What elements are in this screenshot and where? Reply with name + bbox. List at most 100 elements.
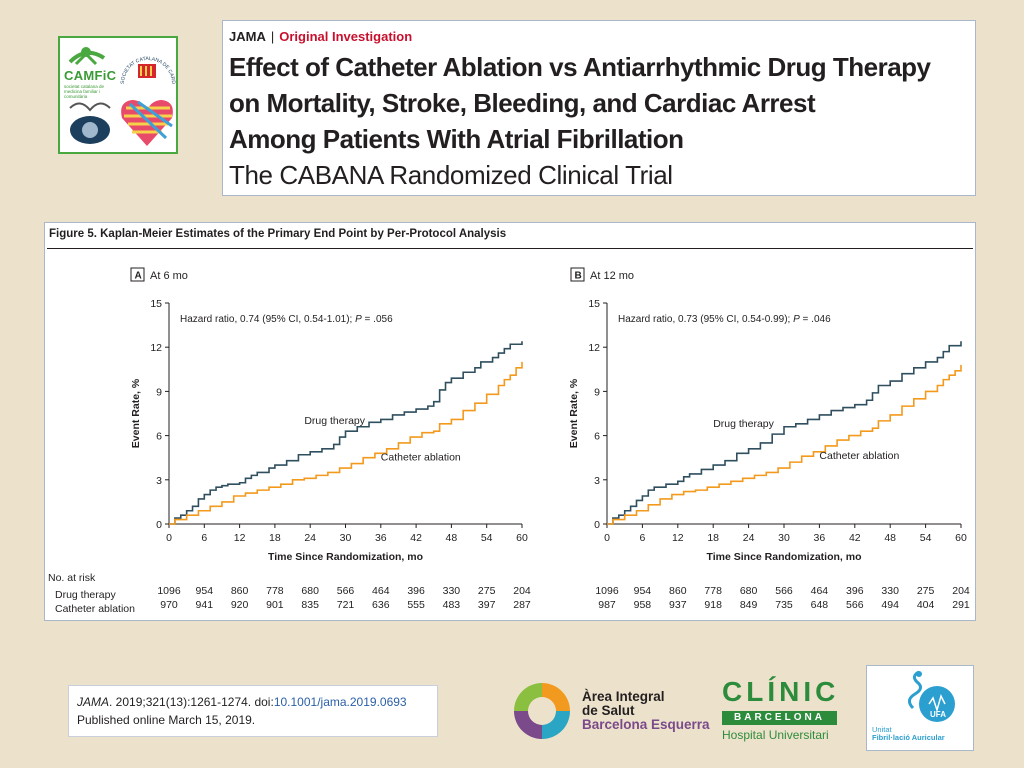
article-subtitle: The CABANA Randomized Clinical Trial xyxy=(229,160,673,190)
risk-value-ablation: 566 xyxy=(846,599,864,611)
x-tick-label: 42 xyxy=(849,532,861,544)
x-tick-label: 48 xyxy=(446,532,458,544)
risk-value-ablation: 958 xyxy=(634,599,652,611)
risk-value-drug: 464 xyxy=(372,585,390,597)
journal-name: JAMA xyxy=(229,29,266,44)
camfic-subtitle: societat catalana de medicina familiar i… xyxy=(64,84,105,99)
y-tick-label: 9 xyxy=(156,386,162,398)
x-tick-label: 60 xyxy=(955,532,967,544)
catheter-ablation-curve xyxy=(169,361,523,525)
risk-value-drug: 204 xyxy=(513,585,531,597)
risk-value-drug: 860 xyxy=(231,585,249,597)
camfic-logo: CAMFiC societat catalana de medicina fam… xyxy=(58,36,178,154)
figure-caption-rule xyxy=(47,248,973,249)
citation-published: Published online March 15, 2019. xyxy=(77,713,256,727)
risk-value-ablation: 901 xyxy=(266,599,284,611)
x-tick-label: 30 xyxy=(340,532,352,544)
risk-value-ablation: 920 xyxy=(231,599,249,611)
risk-value-drug: 204 xyxy=(952,585,970,597)
risk-table-header: No. at risk xyxy=(48,572,96,584)
journal-line: JAMA | Original Investigation xyxy=(229,29,975,45)
risk-row-label-drug: Drug therapy xyxy=(55,589,116,601)
risk-value-drug: 778 xyxy=(704,585,722,597)
camfic-name: CAMFiC xyxy=(64,68,117,83)
risk-value-ablation: 494 xyxy=(881,599,899,611)
x-axis-label: Time Since Randomization, mo xyxy=(707,551,862,563)
area-line: Barcelona Esquerra xyxy=(582,717,710,732)
risk-value-drug: 330 xyxy=(443,585,461,597)
citation-journal: JAMA xyxy=(77,695,110,709)
x-tick-label: 0 xyxy=(604,532,610,544)
x-tick-label: 0 xyxy=(166,532,172,544)
risk-value-drug: 1096 xyxy=(157,585,181,597)
journal-separator: | xyxy=(270,29,275,44)
drug-therapy-curve xyxy=(607,341,962,525)
risk-value-drug: 566 xyxy=(775,585,793,597)
x-tick-label: 36 xyxy=(814,532,826,544)
area-integral-text: Àrea Integral de Salut Barcelona Esquerr… xyxy=(582,690,710,732)
risk-value-ablation: 648 xyxy=(811,599,829,611)
y-tick-label: 6 xyxy=(156,431,162,443)
article-title-line: Among Patients With Atrial Fibrillation xyxy=(229,124,684,154)
risk-value-drug: 860 xyxy=(669,585,687,597)
x-tick-label: 24 xyxy=(743,532,755,544)
camfic-logo-left: CAMFiC societat catalana de medicina fam… xyxy=(60,38,118,152)
risk-value-drug: 275 xyxy=(478,585,496,597)
risk-value-ablation: 483 xyxy=(443,599,461,611)
series-label-ablation: Catheter ablation xyxy=(819,450,899,462)
risk-value-drug: 778 xyxy=(266,585,284,597)
camfic-tree-stethoscope-icon xyxy=(68,47,111,144)
panel-letter: A xyxy=(135,271,142,282)
risk-value-drug: 954 xyxy=(634,585,652,597)
risk-value-ablation: 849 xyxy=(740,599,758,611)
x-tick-label: 18 xyxy=(269,532,281,544)
figure-caption: Figure 5. Kaplan-Meier Estimates of the … xyxy=(49,228,507,240)
series-label-ablation: Catheter ablation xyxy=(381,452,461,464)
citation-line: JAMA. 2019;321(13):1261-1274. doi:10.100… xyxy=(77,693,437,711)
hazard-ratio-text: Hazard ratio, 0.74 (95% CI, 0.54-1.01); … xyxy=(180,314,393,325)
x-tick-label: 18 xyxy=(707,532,719,544)
risk-value-drug: 954 xyxy=(196,585,214,597)
x-tick-label: 36 xyxy=(375,532,387,544)
x-tick-label: 60 xyxy=(516,532,528,544)
risk-value-drug: 330 xyxy=(881,585,899,597)
citation-box: JAMA. 2019;321(13):1261-1274. doi:10.100… xyxy=(68,685,438,737)
ufa-badge: UFA xyxy=(930,710,946,719)
article-title-card: JAMA | Original Investigation Effect of Ca… xyxy=(222,20,976,196)
y-tick-label: 12 xyxy=(588,342,600,354)
risk-value-ablation: 397 xyxy=(478,599,496,611)
citation-doi-link[interactable]: 10.1001/jama.2019.0693 xyxy=(273,695,407,709)
risk-value-drug: 396 xyxy=(407,585,425,597)
risk-value-drug: 680 xyxy=(740,585,758,597)
panel-letter: B xyxy=(575,271,582,282)
panel-title: At 6 mo xyxy=(150,270,188,282)
series-label-drug: Drug therapy xyxy=(304,415,365,427)
x-tick-label: 24 xyxy=(304,532,316,544)
x-tick-label: 12 xyxy=(672,532,684,544)
article-title: Effect of Catheter Ablation vs Antiarrhy… xyxy=(229,49,975,157)
ufa-line: Fibril·lació Auricular xyxy=(872,733,945,742)
risk-value-drug: 566 xyxy=(337,585,355,597)
risk-value-ablation: 941 xyxy=(196,599,214,611)
risk-value-ablation: 937 xyxy=(669,599,687,611)
article-section: Original Investigation xyxy=(279,29,413,44)
risk-value-ablation: 287 xyxy=(513,599,531,611)
risk-value-ablation: 918 xyxy=(704,599,722,611)
catheter-ablation-curve xyxy=(607,364,962,525)
risk-value-ablation: 636 xyxy=(372,599,390,611)
risk-value-ablation: 404 xyxy=(917,599,935,611)
panel-title: At 12 mo xyxy=(590,270,634,282)
risk-value-ablation: 835 xyxy=(301,599,319,611)
x-tick-label: 42 xyxy=(410,532,422,544)
ufa-line: Unitat xyxy=(872,725,892,734)
risk-value-drug: 464 xyxy=(811,585,829,597)
drug-therapy-curve xyxy=(169,341,523,525)
y-axis-label: Event Rate, % xyxy=(568,378,580,448)
hazard-ratio-text: Hazard ratio, 0.73 (95% CI, 0.54-0.99); … xyxy=(618,314,831,325)
kaplan-meier-charts: No. at risk Drug therapy Catheter ablation… xyxy=(48,267,970,615)
x-tick-label: 30 xyxy=(778,532,790,544)
area-line: Àrea Integral xyxy=(582,689,665,704)
article-title-line: on Mortality, Stroke, Bleeding, and Card… xyxy=(229,88,816,118)
figure-card: Figure 5. Kaplan-Meier Estimates of the … xyxy=(44,222,976,621)
y-tick-label: 12 xyxy=(150,342,162,354)
